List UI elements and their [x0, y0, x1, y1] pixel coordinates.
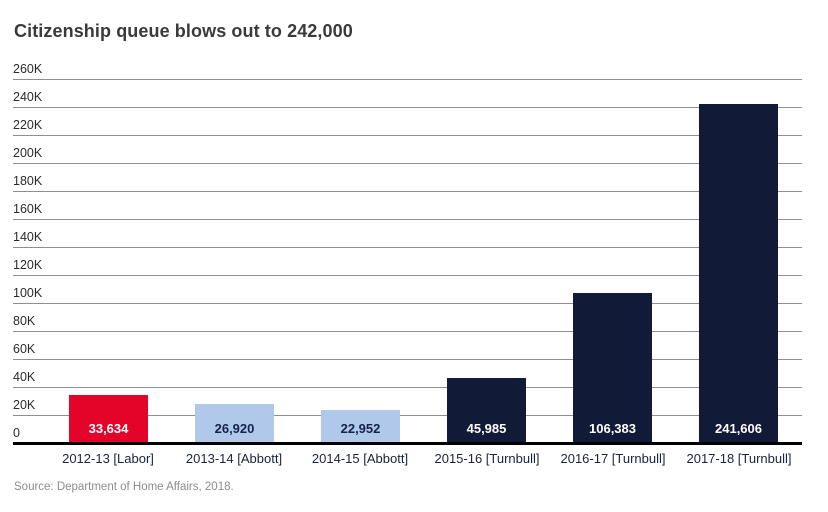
x-axis-category-label: 2017-18 [Turnbull] — [686, 451, 792, 466]
bar-6 — [699, 104, 778, 442]
bar-2 — [195, 404, 274, 442]
y-gridline — [13, 79, 802, 80]
x-axis-category-label: 2014-15 [Abbott] — [311, 451, 409, 466]
y-gridline — [13, 415, 802, 416]
bar-value-label: 45,985 — [466, 421, 507, 436]
y-axis-tick-label: 220K — [13, 118, 43, 132]
y-axis-tick-label: 100K — [13, 286, 43, 300]
y-gridline — [13, 387, 802, 388]
x-axis-category-label: 2013-14 [Abbott] — [185, 451, 283, 466]
y-axis-tick-label: 160K — [13, 202, 43, 216]
y-gridline — [13, 107, 802, 108]
source-note: Source: Department of Home Affairs, 2018… — [14, 481, 234, 493]
y-gridline — [13, 275, 802, 276]
y-axis-tick-label: 20K — [13, 398, 36, 412]
y-gridline — [13, 247, 802, 248]
x-axis-baseline — [13, 442, 802, 445]
y-axis-tick-label: 120K — [13, 258, 43, 272]
y-axis-tick-label: 0 — [13, 426, 20, 440]
bar-value-label: 106,383 — [589, 421, 636, 436]
y-axis-tick-label: 260K — [13, 62, 43, 76]
y-axis-tick-label: 180K — [13, 174, 43, 188]
y-axis-tick-label: 80K — [13, 314, 36, 328]
bar-4 — [447, 378, 526, 442]
bar-value-label: 241,606 — [715, 421, 762, 436]
y-axis-tick-label: 40K — [13, 370, 36, 384]
x-axis-category-label: 2016-17 [Turnbull] — [560, 451, 666, 466]
y-axis-tick-label: 60K — [13, 342, 36, 356]
bar-value-label: 26,920 — [214, 421, 255, 436]
chart-title: Citizenship queue blows out to 242,000 — [14, 21, 353, 41]
bar-3 — [321, 410, 400, 442]
y-axis-tick-label: 200K — [13, 146, 43, 160]
bar-5 — [573, 293, 652, 442]
y-gridline — [13, 135, 802, 136]
y-gridline — [13, 163, 802, 164]
y-axis-tick-label: 240K — [13, 90, 43, 104]
y-gridline — [13, 331, 802, 332]
y-gridline — [13, 359, 802, 360]
y-gridline — [13, 219, 802, 220]
y-gridline — [13, 303, 802, 304]
y-gridline — [13, 191, 802, 192]
y-axis-tick-label: 140K — [13, 230, 43, 244]
x-axis-category-label: 2015-16 [Turnbull] — [434, 451, 540, 466]
bar-1 — [69, 395, 148, 442]
bar-value-label: 22,952 — [340, 421, 381, 436]
bar-value-label: 33,634 — [88, 421, 129, 436]
x-axis-category-label: 2012-13 [Labor] — [62, 451, 154, 466]
